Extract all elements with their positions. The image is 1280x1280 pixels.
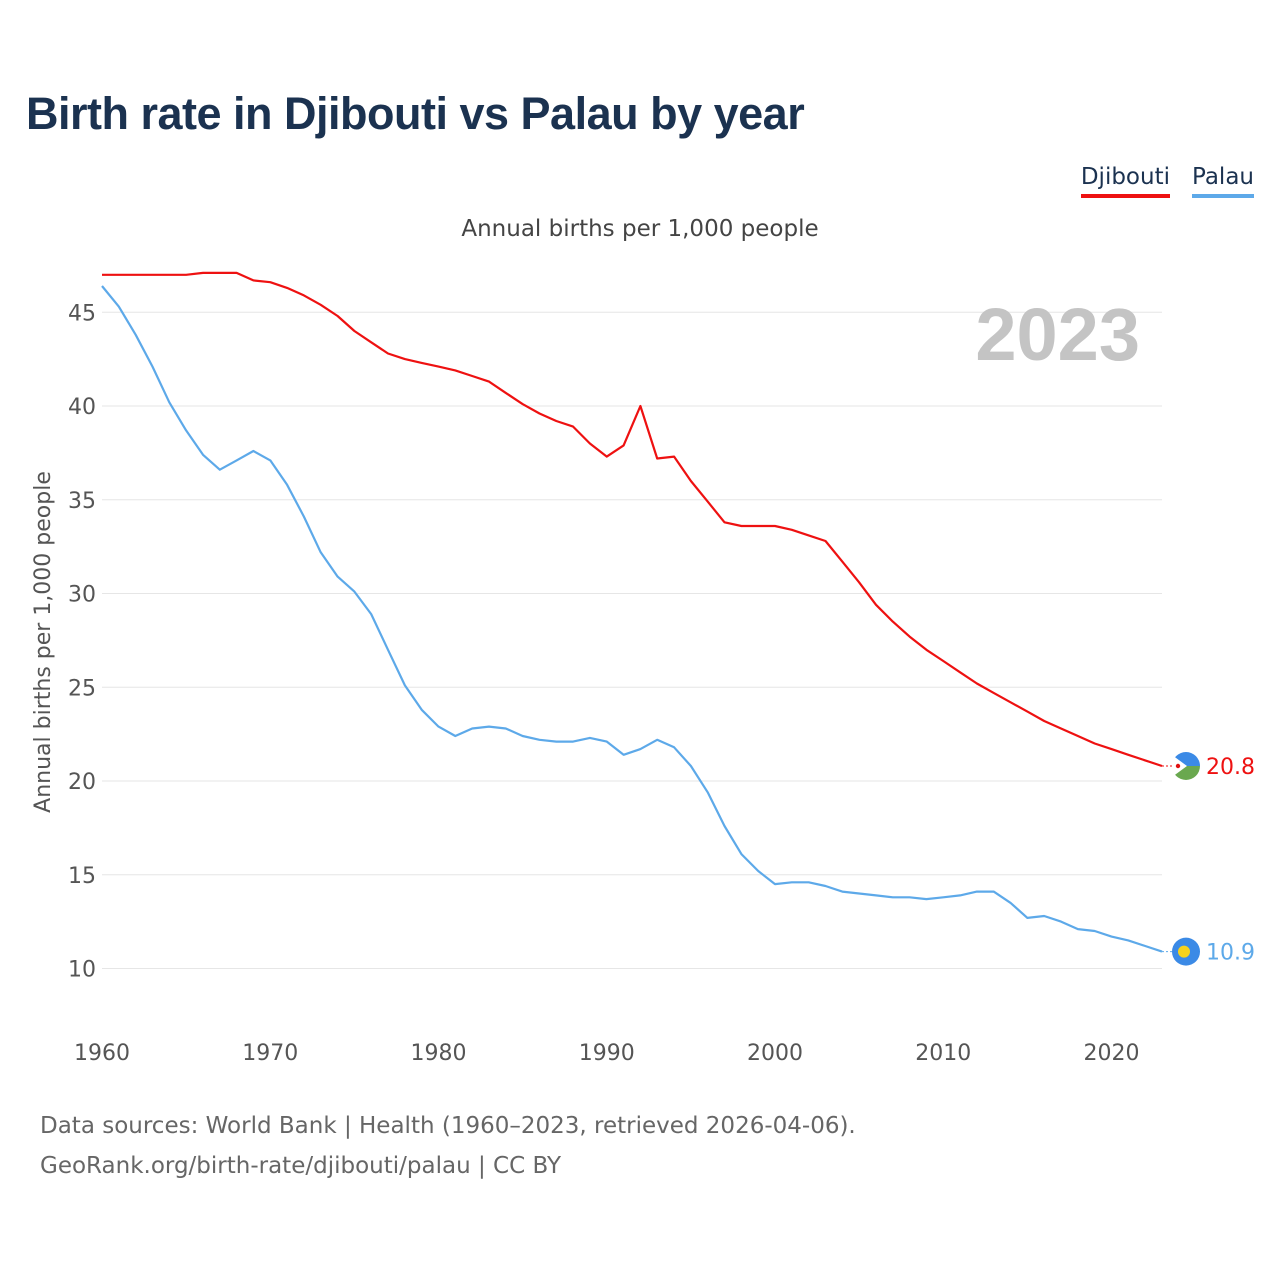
x-tick-label: 1980 <box>411 1041 467 1066</box>
flag-yellow-disc <box>1178 945 1190 958</box>
series-line-djibouti <box>102 271 1163 768</box>
x-tick-label: 2000 <box>747 1041 803 1066</box>
end-value-label: 10.9 <box>1206 941 1255 966</box>
x-tick-label: 2020 <box>1084 1041 1140 1066</box>
x-tick-label: 1960 <box>74 1041 130 1066</box>
chart-title: Birth rate in Djibouti vs Palau by year <box>26 88 805 139</box>
flag-star <box>1175 763 1181 769</box>
footer-link[interactable]: GeoRank.org/birth-rate/djibouti/palau | … <box>40 1153 562 1179</box>
flag-marker-djibouti <box>1172 752 1200 780</box>
footer-sources: Data sources: World Bank | Health (1960–… <box>40 1113 856 1139</box>
y-tick-label: 25 <box>68 676 96 701</box>
y-axis-label: Annual births per 1,000 people <box>31 471 56 813</box>
series-lines <box>101 271 1163 953</box>
y-tick-label: 30 <box>68 583 96 608</box>
end-markers: 20.8 10.9 <box>1162 752 1255 966</box>
end-value-label: 20.8 <box>1206 755 1255 780</box>
legend-item-djibouti[interactable]: Djibouti <box>1080 164 1170 198</box>
gridlines <box>102 311 1162 969</box>
x-tick-label: 2010 <box>915 1041 971 1066</box>
y-tick-label: 15 <box>68 864 96 889</box>
legend-item-palau[interactable]: Palau <box>1192 164 1254 198</box>
x-tick-label: 1970 <box>242 1041 298 1066</box>
series-line-palau <box>101 285 1163 953</box>
y-tick-label: 45 <box>68 301 96 326</box>
year-watermark: 2023 <box>975 293 1140 376</box>
legend: Djibouti Palau <box>1080 164 1254 198</box>
y-tick-label: 35 <box>68 489 96 514</box>
x-tick-label: 1990 <box>579 1041 635 1066</box>
y-axis-ticks: 10 15 20 25 30 35 40 45 <box>68 301 96 982</box>
flag-marker-palau <box>1172 937 1200 966</box>
y-tick-label: 40 <box>68 395 96 420</box>
y-tick-label: 20 <box>68 770 96 795</box>
footer: Data sources: World Bank | Health (1960–… <box>40 1106 856 1186</box>
y-tick-label: 10 <box>68 958 96 983</box>
x-axis-ticks: 1960 1970 1980 1990 2000 2010 2020 <box>74 1041 1140 1066</box>
chart-subtitle: Annual births per 1,000 people <box>461 216 819 242</box>
